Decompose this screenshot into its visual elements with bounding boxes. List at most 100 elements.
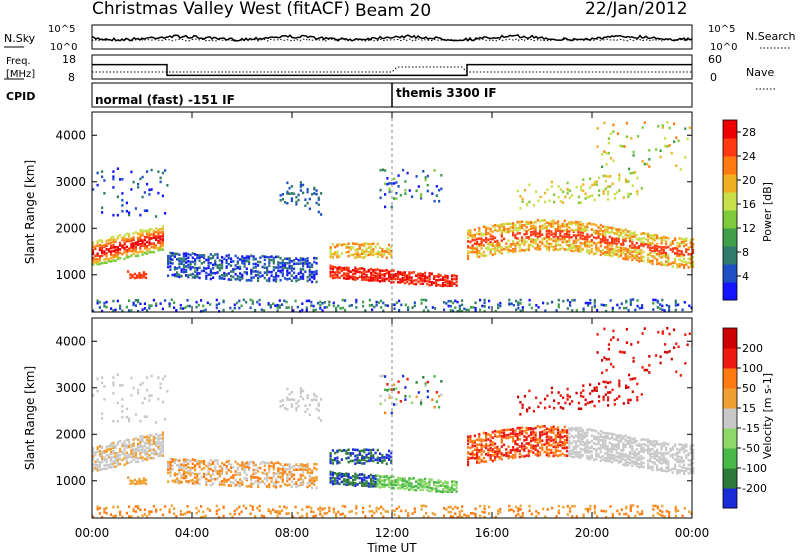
- velocity-cell: [469, 437, 472, 441]
- velocity-cell: [478, 455, 481, 459]
- power-cell: [607, 190, 610, 193]
- velocity-cell: [467, 456, 470, 459]
- velocity-cell: [356, 483, 359, 486]
- velocity-cell: [116, 442, 119, 446]
- velocity-cell: [343, 449, 346, 452]
- velocity-cell: [572, 445, 575, 449]
- velocity-cell: [225, 460, 228, 464]
- velocity-cell: [638, 443, 641, 446]
- power-cell: [279, 270, 282, 274]
- power-cell: [380, 299, 383, 303]
- velocity-cell: [276, 509, 279, 513]
- power-cell: [563, 219, 566, 223]
- power-cell: [449, 304, 452, 308]
- velocity-cell: [167, 466, 170, 469]
- power-cell: [379, 280, 382, 283]
- power-cell: [112, 235, 115, 239]
- power-cell: [159, 238, 162, 241]
- velocity-cell: [297, 465, 300, 468]
- velocity-cell: [356, 448, 359, 452]
- velocity-cell: [233, 509, 236, 513]
- velocity-cell: [125, 445, 128, 449]
- velocity-cell: [505, 451, 508, 455]
- velocity-cell: [356, 456, 359, 460]
- power-cell: [295, 275, 298, 278]
- velocity-cell: [394, 483, 397, 487]
- velocity-cell: [545, 427, 548, 431]
- velocity-cell: [485, 460, 488, 463]
- power-cell: [403, 275, 406, 278]
- power-cell: [268, 270, 271, 274]
- velocity-cell: [638, 458, 641, 462]
- power-cell: [641, 160, 644, 163]
- power-cell: [584, 244, 587, 248]
- power-cell: [496, 244, 499, 247]
- velocity-cell: [575, 429, 578, 432]
- velocity-cell: [453, 483, 456, 487]
- velocity-cell: [241, 464, 244, 467]
- power-cell: [254, 257, 257, 261]
- velocity-cell: [545, 435, 548, 439]
- power-cell: [323, 301, 326, 304]
- velocity-cell: [461, 505, 464, 508]
- velocity-cell: [150, 374, 153, 378]
- power-cell: [607, 192, 610, 196]
- velocity-cell: [206, 507, 209, 511]
- power-cell: [386, 177, 389, 180]
- power-cell: [608, 241, 611, 245]
- velocity-cell: [563, 429, 566, 432]
- velocity-cell: [581, 435, 584, 438]
- velocity-cell: [455, 490, 458, 493]
- velocity-cell: [132, 386, 135, 390]
- power-cell: [685, 248, 688, 251]
- velocity-cell: [608, 447, 611, 451]
- velocity-cell: [340, 449, 343, 453]
- power-cell: [494, 240, 497, 243]
- power-cell: [521, 306, 524, 309]
- power-cell: [550, 180, 553, 184]
- power-cell: [597, 241, 600, 244]
- velocity-cell: [334, 482, 337, 485]
- velocity-cell: [290, 475, 293, 478]
- power-cell: [646, 162, 649, 166]
- power-cell: [167, 274, 170, 277]
- power-cell: [543, 226, 546, 230]
- velocity-cell: [500, 441, 503, 444]
- velocity-cell: [376, 456, 379, 460]
- power-cell: [676, 266, 679, 269]
- power-cell: [548, 242, 551, 246]
- velocity-cell: [185, 458, 188, 461]
- power-cell: [557, 305, 560, 309]
- velocity-cell: [290, 398, 293, 401]
- power-cell: [545, 225, 548, 228]
- velocity-cell: [444, 486, 447, 490]
- velocity-cell: [620, 434, 623, 437]
- power-cell: [377, 301, 380, 304]
- power-cell: [352, 269, 355, 272]
- power-cell: [651, 237, 654, 240]
- power-cell: [121, 209, 124, 213]
- velocity-cell: [241, 479, 244, 483]
- velocity-cell: [568, 395, 571, 398]
- power-cell: [685, 243, 688, 247]
- velocity-cell: [620, 460, 623, 463]
- velocity-cell: [539, 425, 542, 429]
- power-cell: [335, 306, 338, 310]
- power-cell: [467, 233, 470, 236]
- power-cell: [479, 298, 482, 302]
- velocity-cell: [345, 472, 348, 475]
- velocity-cell: [606, 450, 609, 453]
- power-cell: [525, 220, 528, 224]
- velocity-cell: [582, 513, 585, 517]
- velocity-cell: [299, 473, 302, 477]
- power-cell: [480, 241, 483, 245]
- power-cell: [392, 269, 395, 272]
- velocity-cell: [653, 452, 656, 456]
- velocity-cell: [329, 459, 332, 462]
- velocity-cell: [288, 464, 291, 468]
- velocity-cell: [480, 438, 483, 441]
- velocity-cell: [689, 459, 692, 462]
- power-cell: [130, 246, 133, 250]
- velocity-cell: [92, 467, 95, 470]
- power-cell: [523, 241, 526, 245]
